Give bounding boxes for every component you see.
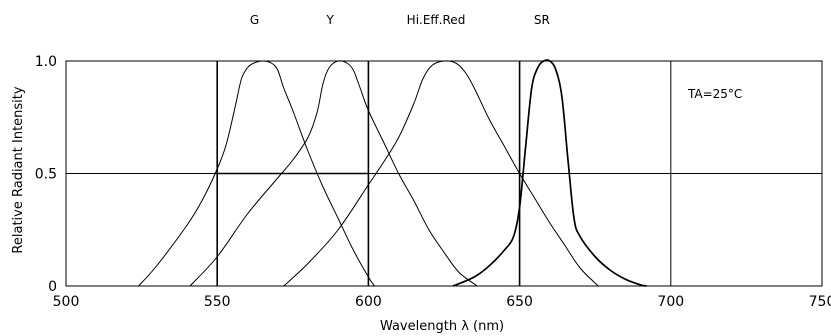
series-line-y [189,60,478,287]
x-tick-labels: 500 550 600 650 700 750 [53,294,831,310]
series-line-g [138,60,375,287]
series-label: G [250,13,259,27]
x-axis-label: Wavelength λ (nm) [380,319,504,334]
y-tick-label: 1.0 [35,54,57,70]
series-label: Hi.Eff.Red [407,13,466,27]
y-axis-label: Relative Radiant Intensity [11,86,26,253]
series-line-sr [452,59,647,287]
x-tick-label: 700 [657,294,684,310]
series-lines [138,59,647,287]
series-labels: G Y Hi.Eff.Red SR [250,13,550,27]
temperature-annotation: TA=25°C [687,87,742,101]
gridlines [66,61,822,286]
x-tick-label: 600 [355,294,382,310]
y-tick-label: 0 [48,279,57,295]
x-tick-label: 650 [506,294,533,310]
series-line-hi-eff-red [283,60,599,287]
series-label: Y [325,13,334,27]
x-tick-label: 550 [204,294,231,310]
y-tick-label: 0.5 [35,167,57,183]
x-tick-label: 750 [809,294,831,310]
x-tick-label: 500 [53,294,80,310]
series-label: SR [534,13,550,27]
y-tick-labels: 0 0.5 1.0 [35,54,57,295]
